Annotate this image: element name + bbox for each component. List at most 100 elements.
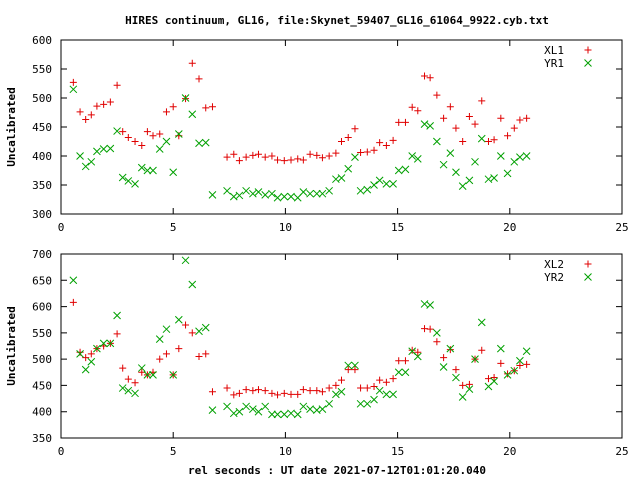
data-point [181,94,190,102]
data-point [389,179,397,188]
data-point [446,149,455,157]
data-point [363,384,371,392]
data-point [370,146,378,154]
data-point [503,169,512,178]
data-point [426,121,434,130]
data-point [93,102,101,110]
data-point [332,149,340,157]
x-tick-label: 20 [503,445,516,458]
data-point [188,110,197,119]
data-point [439,363,448,371]
data-point [143,371,152,379]
data-point [408,103,416,111]
data-point [287,409,295,418]
data-point [299,402,308,411]
data-point [332,381,340,389]
data-point [273,410,282,419]
data-point [280,410,289,419]
data-point [113,311,121,320]
data-point [490,136,498,144]
data-point [376,139,384,147]
data-point [81,365,90,374]
legend-label: XL2 [544,258,564,271]
data-point [261,402,270,411]
data-point [143,166,152,175]
data-point [357,384,365,392]
data-point [156,130,164,138]
data-point [313,387,321,395]
data-point [382,390,391,399]
data-point [426,325,434,333]
data-point [395,118,403,126]
data-point [106,339,115,348]
data-point [87,357,96,366]
data-point [131,389,139,398]
data-point [344,164,353,173]
data-point [106,98,114,106]
data-point [274,391,282,399]
data-point [249,405,257,413]
data-point [188,59,196,67]
data-point [433,329,441,337]
data-point [195,327,203,336]
data-point [124,375,132,383]
data-point [287,156,295,164]
data-point [100,100,108,108]
data-point [433,137,441,146]
data-point [446,344,455,353]
data-point [195,75,203,83]
data-point [273,193,282,202]
data-point [516,356,524,365]
data-point [413,352,422,361]
data-point [223,153,231,161]
data-point [174,315,183,324]
x-tick-label: 25 [615,221,628,234]
data-point [93,147,101,156]
data-point [175,345,183,353]
data-point [299,156,307,164]
data-point [162,325,171,334]
data-point [99,145,108,153]
data-point [119,364,127,372]
data-point [306,150,314,158]
data-point [496,344,505,353]
data-point [478,346,486,354]
y-axis-label: Uncalibrated [5,306,18,385]
data-point [306,387,314,395]
data-point [344,366,352,374]
data-point [344,361,353,370]
y-tick-label: 450 [32,379,52,392]
data-point [306,405,314,413]
data-point [124,133,132,141]
data-point [351,125,359,133]
data-point [76,348,84,356]
data-point [363,399,372,408]
data-point [242,153,250,161]
series-xl2 [69,298,531,399]
data-point [338,138,345,145]
y-tick-label: 400 [32,406,52,419]
data-point [208,388,216,396]
data-point [332,390,340,399]
series-xl1 [69,59,531,165]
data-point [69,78,77,86]
data-point [299,386,307,394]
y-axis-label: Uncalibrated [5,87,18,166]
data-point [325,384,333,392]
data-point [131,379,139,387]
data-point [268,389,276,397]
data-point [318,189,327,198]
data-point [294,390,302,398]
x-tick-label: 0 [58,445,65,458]
data-point [421,72,429,80]
data-point [318,388,326,396]
data-point [510,124,518,132]
data-point [280,157,288,165]
data-point [208,103,216,111]
data-point [137,364,146,372]
data-point [202,104,210,112]
data-point [452,366,460,374]
data-point [452,373,460,382]
data-point [363,185,372,194]
data-point [351,361,359,370]
